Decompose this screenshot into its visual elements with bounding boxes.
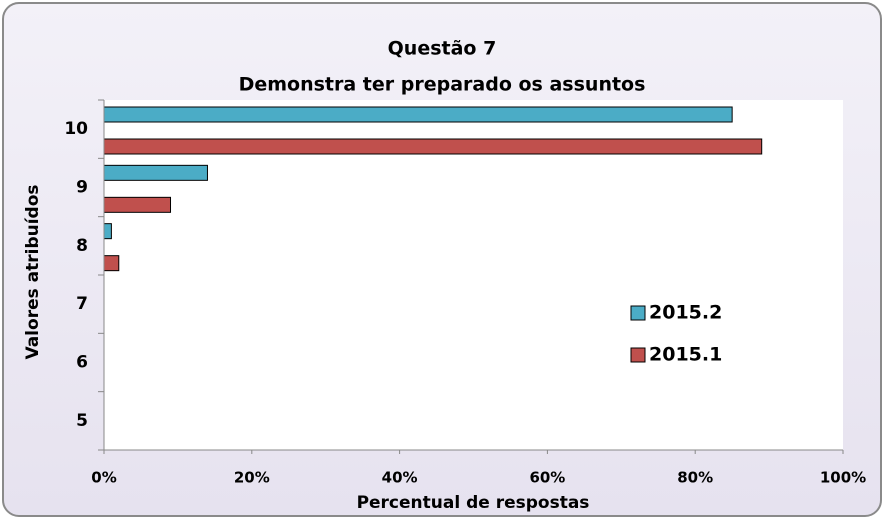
- y-tick-label: 6: [76, 353, 88, 373]
- bar: [103, 196, 172, 213]
- legend-label: 2015.2: [649, 302, 722, 324]
- bar: [103, 164, 208, 181]
- x-tick-label: 60%: [529, 469, 565, 487]
- bar: [103, 138, 763, 155]
- x-tick-label: 0%: [91, 469, 116, 487]
- bar: [103, 223, 112, 240]
- legend-swatch: [630, 305, 646, 321]
- legend-swatch: [630, 347, 646, 363]
- x-tick-label: 20%: [234, 469, 270, 487]
- legend-label: 2015.1: [649, 344, 722, 366]
- bar: [103, 106, 733, 123]
- bar: [103, 255, 120, 272]
- y-tick-label: 7: [76, 294, 88, 314]
- y-axis-title: Valores atribuídos: [23, 184, 43, 359]
- x-axis-title: Percentual de respostas: [357, 493, 590, 513]
- y-tick-label: 10: [64, 119, 88, 139]
- x-tick-label: 80%: [677, 469, 713, 487]
- y-tick-label: 8: [76, 236, 88, 256]
- x-tick-label: 100%: [820, 469, 866, 487]
- y-tick-label: 5: [76, 411, 88, 431]
- y-tick-label: 9: [76, 178, 88, 198]
- plot-area: [104, 100, 843, 450]
- x-tick-label: 40%: [382, 469, 418, 487]
- chart-title: Questão 7: [388, 38, 497, 60]
- chart-subtitle: Demonstra ter preparado os assuntos: [239, 74, 646, 96]
